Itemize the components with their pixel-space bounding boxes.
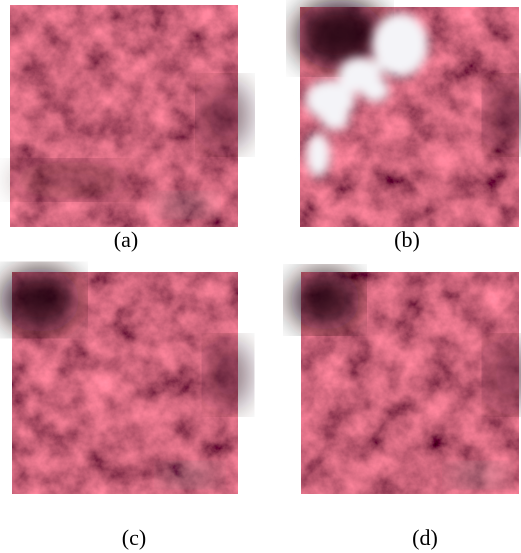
image-d xyxy=(290,270,521,494)
image-b xyxy=(295,0,521,227)
panel-label: (b) xyxy=(394,227,420,252)
figure: (a) (b) (c) (d) xyxy=(0,0,521,553)
image-c xyxy=(0,268,250,494)
panel-label: (c) xyxy=(122,525,146,550)
image-a xyxy=(10,5,250,227)
panel-label: (a) xyxy=(114,227,138,252)
panel-label: (d) xyxy=(412,525,438,550)
